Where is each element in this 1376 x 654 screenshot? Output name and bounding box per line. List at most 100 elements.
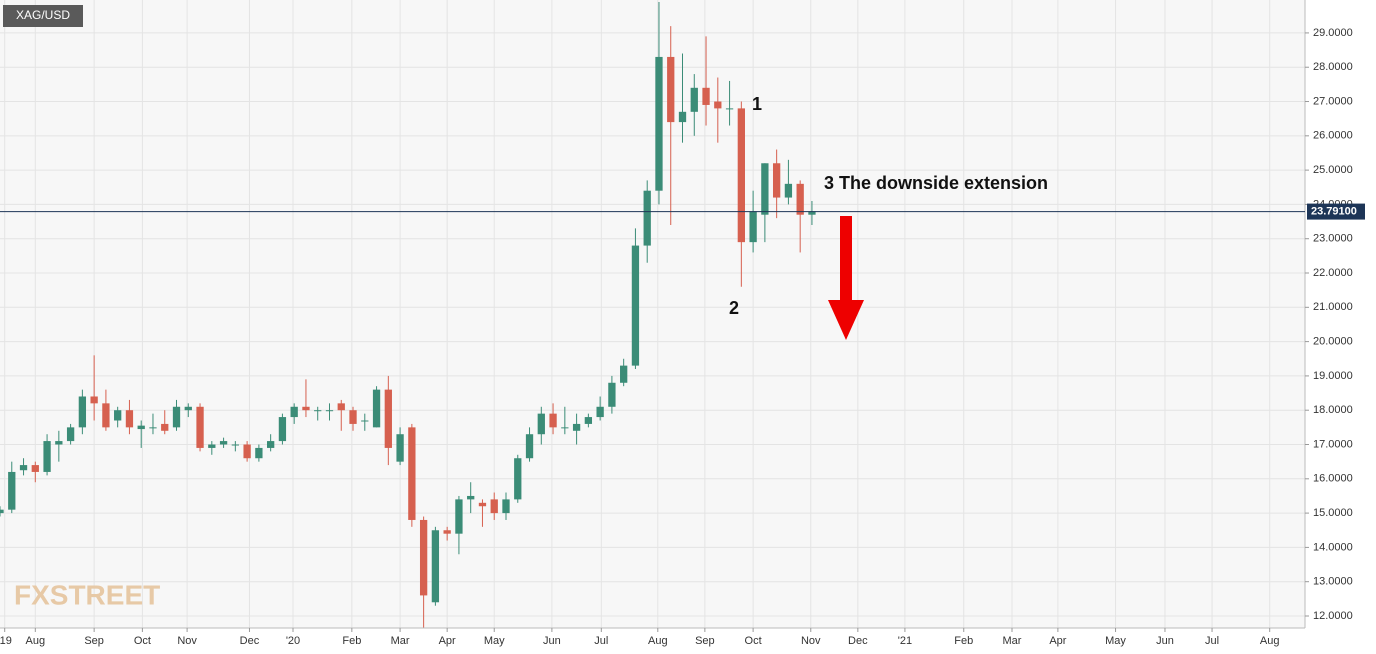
candle-body <box>243 444 251 459</box>
candle-body <box>231 444 239 446</box>
x-tick-label: Sep <box>84 635 104 647</box>
candle-body <box>55 441 63 445</box>
y-tick-label: 14.0000 <box>1313 541 1353 553</box>
candle-body <box>655 56 663 191</box>
candle-body <box>784 183 793 198</box>
candle-body <box>90 396 98 404</box>
y-tick-label: 15.0000 <box>1313 507 1353 519</box>
y-tick-label: 21.0000 <box>1313 301 1353 313</box>
x-tick-label: Jun <box>543 635 561 647</box>
candle-body <box>114 410 122 421</box>
candle-body <box>514 458 522 500</box>
y-tick-label: 23.0000 <box>1313 233 1353 245</box>
candle-body <box>219 441 228 445</box>
candle-body <box>184 406 192 411</box>
candle-body <box>349 410 357 424</box>
x-tick-label: Sep <box>695 635 715 647</box>
y-tick-label: 12.0000 <box>1313 610 1353 622</box>
candle-body <box>478 502 487 507</box>
candle-body <box>278 417 287 442</box>
y-tick-label: 28.0000 <box>1313 61 1353 73</box>
x-tick-label: Jul <box>1205 635 1219 647</box>
candle-body <box>255 447 263 459</box>
candle-body <box>631 245 640 366</box>
candle-body <box>172 406 181 428</box>
last-price-box <box>1307 203 1365 220</box>
candle-body <box>396 434 404 462</box>
candle-body <box>78 396 87 428</box>
candle-body <box>161 423 169 431</box>
candle-body <box>431 530 440 603</box>
candle-body <box>572 423 581 431</box>
y-tick-label: 29.0000 <box>1313 27 1353 39</box>
x-tick-label: Oct <box>745 635 762 647</box>
down-arrow <box>828 216 864 340</box>
x-tick-label: Aug <box>1260 635 1280 647</box>
symbol-box <box>3 5 83 27</box>
y-tick-label: 25.0000 <box>1313 164 1353 176</box>
candle-body <box>596 406 604 418</box>
candle-body <box>408 427 416 520</box>
x-tick-label: Apr <box>439 635 456 647</box>
candle-body <box>608 382 616 407</box>
candle-body <box>455 499 463 534</box>
candle-body <box>361 420 369 422</box>
grid <box>0 0 1305 628</box>
y-tick-label: 27.0000 <box>1313 95 1353 107</box>
candle-body <box>678 111 687 123</box>
candle-body <box>808 211 816 215</box>
y-tick-label: 19.0000 <box>1313 370 1353 382</box>
x-tick-label: Feb <box>954 635 973 647</box>
candle-body <box>502 499 510 514</box>
candle-body <box>43 441 51 472</box>
arrow-head <box>828 300 864 340</box>
y-tick-label: 22.0000 <box>1313 267 1353 279</box>
candle-body <box>384 389 392 448</box>
x-tick-label: Mar <box>1003 635 1022 647</box>
candle-body <box>702 87 710 105</box>
x-tick-label: Jun <box>1156 635 1174 647</box>
arrow-shaft <box>840 216 852 300</box>
logo: FXSTREET <box>14 579 160 610</box>
candle-body <box>337 403 345 411</box>
candle-body <box>772 163 781 198</box>
candle-body <box>667 56 675 123</box>
candle-body <box>749 211 757 243</box>
symbol-label: XAG/USD <box>16 8 70 22</box>
candle-body <box>31 465 39 472</box>
x-tick-label: Mar <box>391 635 410 647</box>
x-tick-label: Jul <box>594 635 608 647</box>
x-tick-label: May <box>1105 635 1126 647</box>
candles <box>0 2 816 628</box>
x-tick-label: Dec <box>848 635 868 647</box>
x-tick-label: '20 <box>286 635 300 647</box>
candle-body <box>714 101 722 109</box>
candle-body <box>19 465 28 471</box>
candle-body <box>490 499 498 514</box>
plot-area <box>0 0 1305 628</box>
y-tick-label: 16.0000 <box>1313 473 1353 485</box>
candle-body <box>537 413 545 435</box>
candle-body <box>620 365 628 383</box>
candle-body <box>725 108 734 110</box>
candle-body <box>149 427 157 429</box>
candle-body <box>290 406 298 418</box>
candle-body <box>467 495 475 500</box>
x-tick-label: May <box>484 635 505 647</box>
axes: 12.0000 13.0000 14.0000 15.0000 16.0000 17.00… <box>0 27 1353 647</box>
candle-body <box>443 530 451 534</box>
x-tick-label: Dec <box>240 635 260 647</box>
candle-body <box>419 519 428 596</box>
x-tick-label: Aug <box>26 635 46 647</box>
candle-body <box>549 413 557 428</box>
x-tick-label: Apr <box>1049 635 1066 647</box>
x-tick-label: '19 <box>0 635 12 647</box>
annotation: 1 <box>752 94 762 114</box>
candle-body <box>267 441 275 448</box>
candle-body <box>125 410 134 428</box>
candle-body <box>102 403 110 428</box>
candle-body <box>796 183 804 215</box>
candle-body <box>137 425 145 430</box>
candle-body <box>584 417 593 424</box>
